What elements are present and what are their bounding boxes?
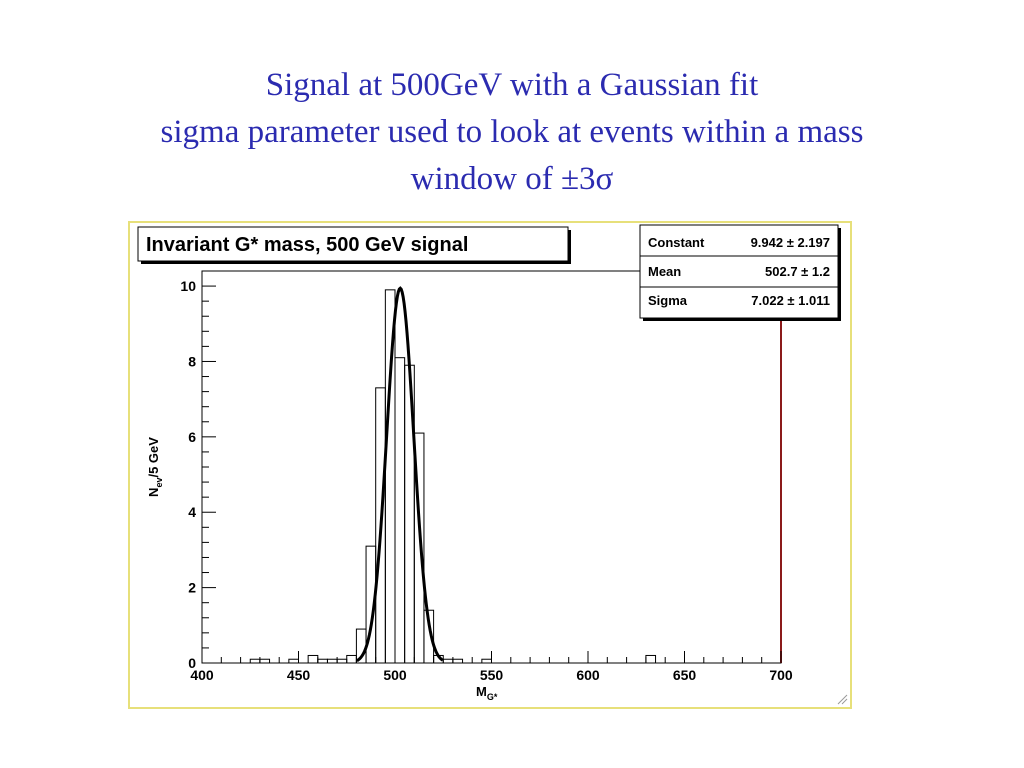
stats-box xyxy=(639,224,839,319)
y-tick-label: 4 xyxy=(188,504,196,520)
stats-value: 7.022 ± 1.011 xyxy=(751,293,830,308)
histogram-bin xyxy=(423,609,435,664)
y-axis-title-suffix: /5 GeV xyxy=(146,437,161,478)
title-line-3: window of ±3σ xyxy=(410,161,614,197)
y-axis-title-main: N xyxy=(146,488,161,497)
chart-title-box xyxy=(137,226,569,262)
gaussian-fit xyxy=(356,286,444,663)
plot-area xyxy=(201,270,782,664)
histogram-chart: 400 450 500 550 600 650 700 0 2 4 6 8 10 MG* Nev/5 … xyxy=(137,224,841,702)
histogram-bin xyxy=(259,658,271,664)
histogram-bin xyxy=(317,658,328,664)
histogram-bars xyxy=(249,289,657,664)
x-tick-label: 400 xyxy=(190,667,214,683)
histogram-bin xyxy=(394,357,406,664)
x-tick-label: 650 xyxy=(673,667,697,683)
histogram-bin xyxy=(288,658,300,664)
title-line-1: Signal at 500GeV with a Gaussian fit xyxy=(265,67,759,103)
plot-canvas: 400 450 500 550 600 650 700 0 2 4 6 8 10 MG* Nev/5 … xyxy=(128,221,852,709)
histogram-bin xyxy=(307,654,319,664)
stats-label: Constant xyxy=(648,235,705,250)
fit-curve xyxy=(356,286,444,663)
stats-label: Mean xyxy=(648,264,681,279)
histogram-bin xyxy=(336,658,348,664)
stats-value: 502.7 ± 1.2 xyxy=(765,264,830,279)
histogram-bin xyxy=(452,658,464,664)
histogram-bin xyxy=(346,654,357,664)
histogram-bin xyxy=(413,432,425,664)
x-tick-label: 500 xyxy=(383,667,407,683)
y-tick-label: 8 xyxy=(188,353,196,369)
chart-title: Invariant G* mass, 500 GeV signal xyxy=(146,234,468,256)
x-axis-title-main: M xyxy=(476,684,487,699)
x-axis-title-sub: G* xyxy=(487,692,498,702)
y-tick-label: 6 xyxy=(188,429,196,445)
y-tick-label: 2 xyxy=(188,580,196,596)
title-line-2: sigma parameter used to look at events w… xyxy=(160,114,864,150)
stats-label: Sigma xyxy=(648,293,688,308)
histogram-bin xyxy=(645,654,657,664)
slide-title: Signal at 500GeV with a Gaussian fit sig… xyxy=(0,62,1024,203)
stats-value: 9.942 ± 2.197 xyxy=(751,235,830,250)
y-axis: 0 2 4 6 8 10 xyxy=(180,278,216,671)
resize-grip-icon[interactable] xyxy=(836,693,848,705)
histogram-bin xyxy=(326,658,338,664)
x-axis: 400 450 500 550 600 650 700 xyxy=(190,651,793,683)
histogram-bin xyxy=(249,658,261,664)
x-tick-label: 700 xyxy=(769,667,793,683)
x-tick-label: 550 xyxy=(480,667,504,683)
y-tick-label: 0 xyxy=(188,655,196,671)
x-tick-label: 600 xyxy=(576,667,600,683)
histogram-bin xyxy=(481,658,493,664)
x-axis-title: MG* xyxy=(476,684,498,702)
x-tick-label: 450 xyxy=(287,667,311,683)
fit-statistics: Constant 9.942 ± 2.197 Mean 502.7 ± 1.2 Sigm… xyxy=(640,235,838,308)
y-axis-title: Nev/5 GeV xyxy=(146,437,164,497)
y-tick-label: 10 xyxy=(180,278,196,294)
y-axis-title-sub: ev xyxy=(154,478,164,488)
histogram-bin xyxy=(442,658,454,664)
